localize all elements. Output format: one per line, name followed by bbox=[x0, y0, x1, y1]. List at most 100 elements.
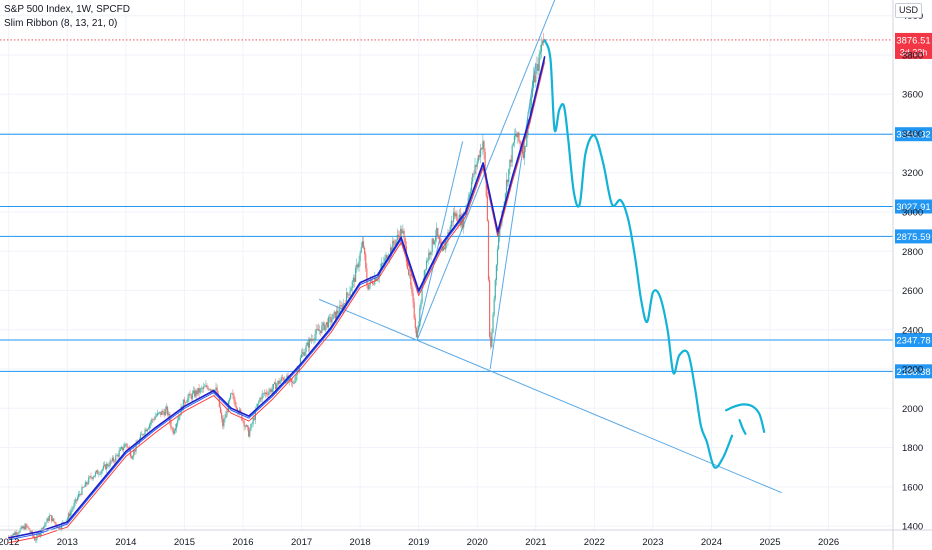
candle-body bbox=[105, 464, 107, 470]
candle-body bbox=[48, 516, 50, 521]
candle-body bbox=[261, 393, 263, 400]
candle-body bbox=[416, 330, 419, 338]
candle-body bbox=[215, 387, 217, 390]
level-tag bbox=[895, 127, 932, 142]
candle-body bbox=[434, 236, 437, 242]
candle-body bbox=[156, 412, 159, 416]
candle-body bbox=[228, 398, 231, 402]
candle-body bbox=[96, 470, 98, 473]
candle-body bbox=[332, 313, 334, 320]
horizontal-levels[interactable]: 3396.32 3027.91 2875.59 2347.78 2188.38 3876.… bbox=[0, 32, 932, 379]
candle-body bbox=[511, 145, 513, 163]
candle-body bbox=[19, 529, 21, 533]
candle-body bbox=[183, 399, 186, 403]
candle-body bbox=[106, 464, 108, 470]
candle-body bbox=[277, 380, 279, 385]
candle-body bbox=[195, 390, 197, 397]
candle-body bbox=[152, 419, 154, 420]
candle-body bbox=[380, 263, 383, 269]
candle-body bbox=[172, 428, 174, 434]
candle-body bbox=[184, 402, 187, 404]
candle-body bbox=[369, 279, 371, 285]
candle-body bbox=[224, 417, 226, 420]
candle-body bbox=[313, 339, 315, 341]
candle-body bbox=[253, 418, 255, 420]
candle-body bbox=[110, 460, 112, 462]
candle-body bbox=[278, 380, 280, 384]
candle-body bbox=[121, 446, 124, 450]
candle-body bbox=[17, 533, 19, 535]
price-axis[interactable]: 1400 1600 1800 2000 2200 2400 2600 2800 3000 3200… bbox=[892, 0, 923, 550]
indicator-title[interactable]: Slim Ribbon (8, 13, 21, 0) bbox=[4, 18, 118, 29]
price-tick-label: 2200 bbox=[902, 365, 923, 376]
candle-body bbox=[368, 284, 370, 290]
currency-label[interactable]: USD bbox=[894, 3, 922, 18]
candle-body bbox=[356, 264, 358, 268]
level-tag bbox=[895, 364, 932, 379]
candle-body bbox=[401, 228, 403, 234]
candle-body bbox=[135, 443, 137, 452]
candle-body bbox=[18, 532, 20, 534]
ribbon-fast-line bbox=[7, 56, 546, 539]
candle-body bbox=[88, 477, 90, 484]
candle-body bbox=[259, 398, 261, 402]
candle-body bbox=[210, 389, 213, 391]
level-tag bbox=[895, 199, 932, 214]
candle-body bbox=[382, 263, 384, 264]
candle-body bbox=[237, 411, 240, 414]
candle-body bbox=[72, 507, 74, 510]
candle-body bbox=[463, 214, 465, 228]
candle-body bbox=[331, 319, 333, 323]
chart-legend: S&P 500 Index, 1W, SPCFD Slim Ribbon (8,… bbox=[4, 3, 130, 31]
candle-body bbox=[297, 370, 299, 371]
candle-body bbox=[99, 473, 101, 475]
candle-body bbox=[153, 419, 155, 421]
candle-body bbox=[240, 409, 242, 414]
candle-body bbox=[97, 470, 99, 475]
price-tick-label: 2400 bbox=[902, 325, 923, 336]
candle-body bbox=[163, 412, 165, 416]
candle-body bbox=[47, 518, 49, 521]
price-tick-label: 2000 bbox=[902, 404, 923, 415]
candle-body bbox=[337, 310, 339, 314]
projection-drawing[interactable] bbox=[543, 38, 766, 469]
candle-body bbox=[260, 398, 262, 400]
candle-body bbox=[304, 351, 306, 356]
candle-body bbox=[517, 132, 519, 138]
candle-body bbox=[166, 406, 169, 415]
candle-body bbox=[157, 412, 160, 414]
symbol-title[interactable]: S&P 500 Index, 1W, SPCFD bbox=[4, 4, 130, 15]
candle-body bbox=[452, 212, 455, 222]
candle-body bbox=[103, 464, 106, 466]
candle-body bbox=[282, 378, 285, 380]
candle-body bbox=[49, 515, 52, 517]
price-tick-label: 3600 bbox=[902, 90, 923, 101]
candle-body bbox=[130, 456, 133, 459]
candle-body bbox=[314, 334, 316, 340]
candle-body bbox=[448, 232, 450, 233]
candle-body bbox=[318, 330, 321, 332]
candle-body bbox=[177, 420, 179, 424]
candle-body bbox=[14, 532, 17, 535]
time-tick-label: 2014 bbox=[115, 537, 136, 548]
candle-body bbox=[339, 305, 341, 314]
projected-hook bbox=[738, 418, 747, 435]
candle-body bbox=[391, 247, 393, 252]
candle-body bbox=[266, 392, 268, 395]
candle-body bbox=[365, 254, 367, 269]
time-axis[interactable]: 2012 2013 2014 2015 2016 2017 2018 2019 2020 2021… bbox=[0, 529, 932, 548]
candle-body bbox=[206, 385, 208, 388]
time-tick-label: 2025 bbox=[759, 537, 780, 548]
candle-body bbox=[412, 292, 414, 302]
candle-body bbox=[115, 455, 117, 462]
candle-body bbox=[132, 456, 134, 459]
candle-body bbox=[75, 499, 77, 501]
candle-body bbox=[312, 338, 314, 340]
candle-body bbox=[364, 247, 366, 255]
time-tick-label: 2026 bbox=[818, 537, 839, 548]
time-tick-label: 2024 bbox=[701, 537, 722, 548]
candle-body bbox=[450, 220, 452, 227]
candle-body bbox=[50, 515, 53, 522]
candle-body bbox=[192, 390, 195, 394]
